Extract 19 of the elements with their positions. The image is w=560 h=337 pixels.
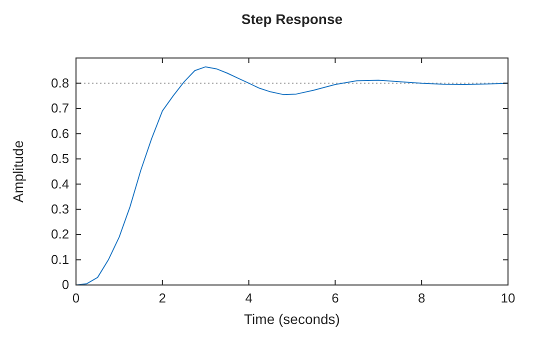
- x-tick-label: 0: [72, 290, 80, 306]
- y-tick-label: 0: [62, 277, 70, 292]
- y-tick-label: 0.7: [51, 100, 70, 116]
- y-axis-title: Amplitude: [10, 140, 26, 203]
- x-tick-label: 6: [332, 290, 339, 306]
- x-tick-label: 10: [500, 290, 516, 306]
- x-tick-label: 4: [245, 290, 252, 306]
- y-tick-label: 0.1: [51, 252, 70, 267]
- y-tick-label: 0.4: [51, 176, 70, 192]
- x-axis-title: Time (seconds): [244, 311, 340, 327]
- y-tick-label: 0.5: [51, 151, 70, 166]
- line-series: [76, 66, 508, 286]
- y-tick-label: 0.8: [51, 75, 70, 90]
- x-tick-label: 8: [418, 290, 426, 306]
- x-tick-label: 2: [158, 290, 166, 306]
- y-tick-label: 0.6: [51, 126, 70, 141]
- y-tick-label: 0.2: [51, 226, 70, 242]
- y-tick-label: 0.3: [51, 201, 70, 216]
- chart-title: Step Response: [241, 11, 343, 27]
